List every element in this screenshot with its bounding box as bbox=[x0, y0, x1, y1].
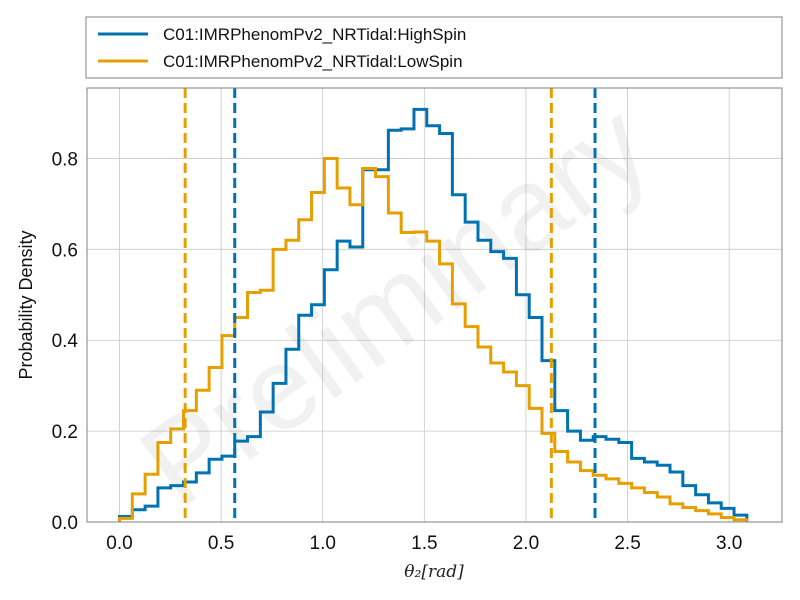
x-tick-label-5: 2.5 bbox=[614, 533, 640, 554]
legend-box bbox=[85, 16, 783, 79]
tick-labels: 0.0 0.5 1.0 1.5 2.0 2.5 3.0 0.0 0.2 0.4 0.6 0.8 bbox=[52, 149, 743, 554]
plot-frame bbox=[86, 87, 783, 523]
y-axis-label: Probability Density bbox=[16, 230, 36, 379]
x-tick-label-3: 1.5 bbox=[411, 533, 437, 554]
y-tick-label-2: 0.4 bbox=[52, 331, 79, 352]
y-tick-label-4: 0.8 bbox=[52, 149, 78, 170]
series-layer bbox=[118, 107, 749, 522]
y-tick-label-1: 0.2 bbox=[52, 422, 78, 443]
histogram-series-0 bbox=[118, 107, 749, 522]
legend-label-highspin: C01:IMRPhenomPv2_NRTidal:HighSpin bbox=[163, 25, 466, 44]
legend: C01:IMRPhenomPv2_NRTidal:HighSpin C01:IM… bbox=[85, 16, 783, 79]
plot-background bbox=[87, 88, 782, 522]
x-tick-label-1: 0.5 bbox=[208, 533, 234, 554]
x-tick-label-6: 3.0 bbox=[716, 533, 742, 554]
credible-interval-lines bbox=[183, 88, 597, 522]
x-tick-label-2: 1.0 bbox=[310, 533, 336, 554]
plot-area: Preliminary bbox=[86, 78, 783, 532]
histogram-series-1 bbox=[118, 156, 749, 522]
y-tick-label-0: 0.0 bbox=[52, 513, 78, 534]
x-axis-label: θ₂[rad] bbox=[404, 562, 464, 582]
y-tick-label-3: 0.6 bbox=[52, 240, 78, 261]
x-tick-label-4: 2.0 bbox=[513, 533, 539, 554]
x-tick-label-0: 0.0 bbox=[106, 533, 132, 554]
legend-label-lowspin: C01:IMRPhenomPv2_NRTidal:LowSpin bbox=[163, 52, 463, 71]
